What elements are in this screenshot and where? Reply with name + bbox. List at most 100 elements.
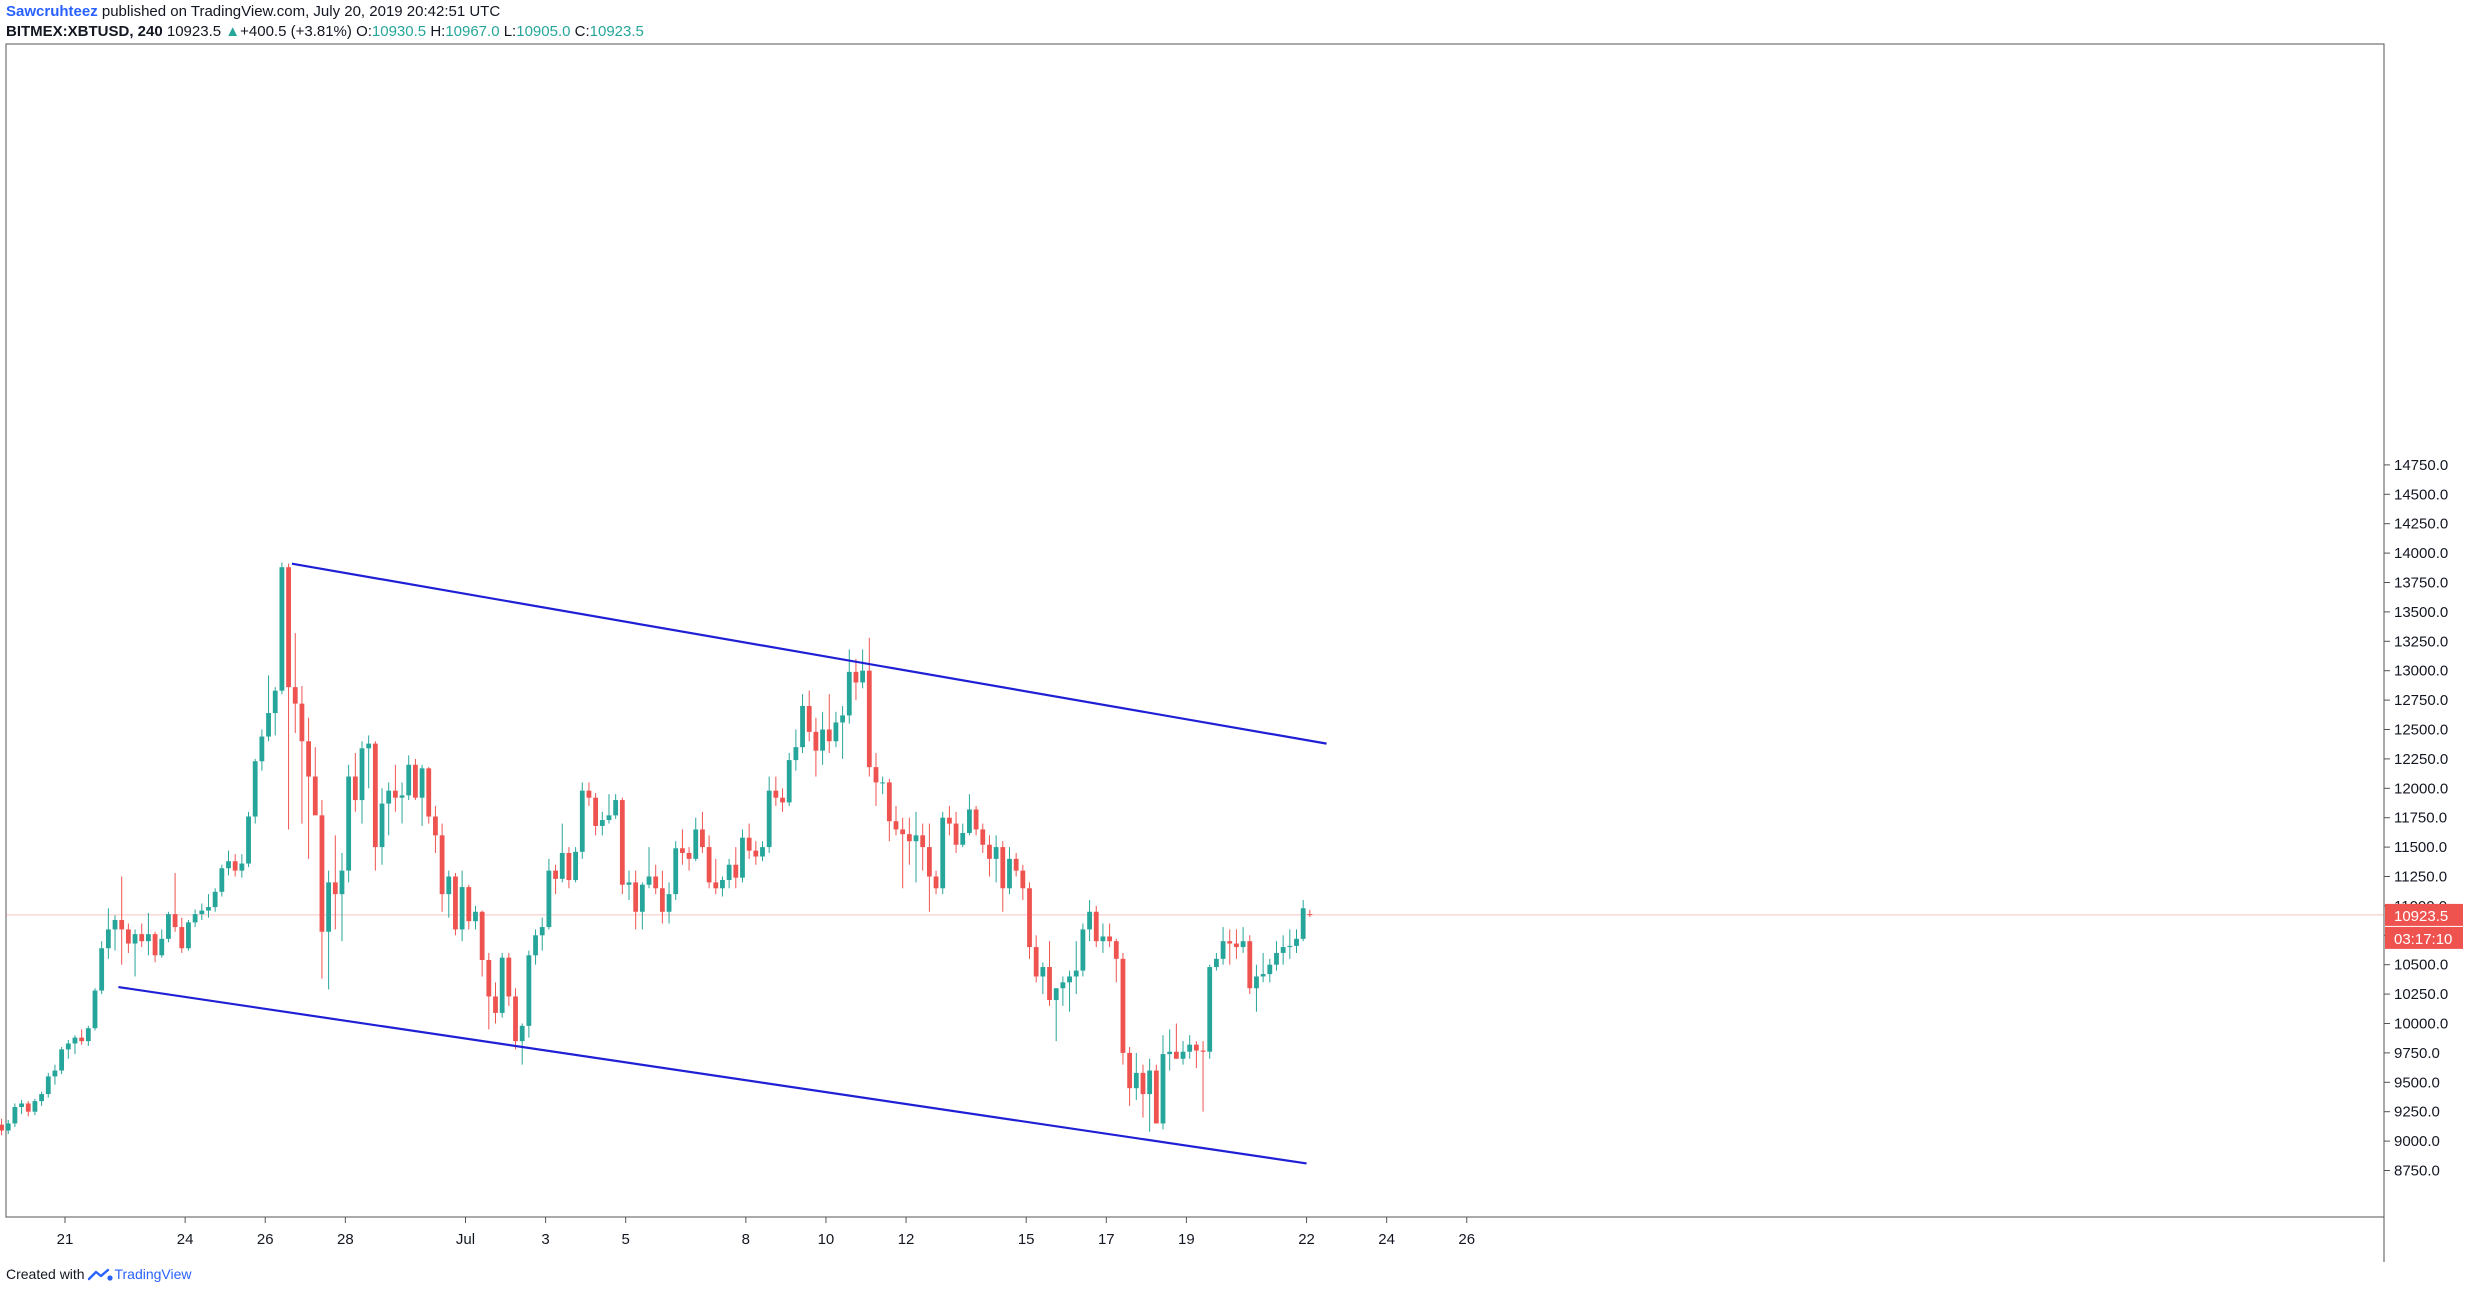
candle[interactable] [413,758,418,801]
candle[interactable] [1207,964,1213,1059]
candle[interactable] [553,864,558,895]
candle[interactable] [740,829,745,883]
candle[interactable] [279,562,285,695]
candle[interactable] [526,950,532,1038]
candle[interactable] [0,1118,4,1136]
candle[interactable] [1073,941,1079,995]
candle[interactable] [793,729,799,771]
candle[interactable] [419,764,425,826]
candle[interactable] [720,876,725,897]
candle[interactable] [119,876,125,965]
candle[interactable] [199,903,205,921]
candle[interactable] [453,872,458,936]
candle[interactable] [1040,962,1046,995]
candle[interactable] [226,850,231,876]
candle[interactable] [1280,935,1286,965]
candle[interactable] [1087,900,1092,942]
candle[interactable] [953,811,959,853]
candle[interactable] [272,687,278,736]
candle[interactable] [399,782,405,824]
candle[interactable] [846,649,852,724]
candle[interactable] [813,717,819,777]
candle[interactable] [105,908,111,959]
candle[interactable] [800,694,805,754]
candle[interactable] [379,788,385,865]
candle[interactable] [773,776,779,806]
candle[interactable] [85,1025,91,1046]
candle[interactable] [159,929,165,958]
candle[interactable] [59,1047,65,1075]
candle[interactable] [539,917,545,951]
candle[interactable] [1000,841,1006,912]
candle[interactable] [52,1064,58,1085]
candle[interactable] [192,909,198,928]
candle[interactable] [987,835,992,877]
candle[interactable] [700,811,705,853]
candle[interactable] [713,858,719,895]
candle[interactable] [32,1098,38,1116]
candle[interactable] [319,800,325,979]
candle[interactable] [1254,964,1259,1012]
candle[interactable] [92,988,98,1031]
candle[interactable] [1053,988,1059,1042]
candle[interactable] [926,823,932,912]
candle[interactable] [79,1029,85,1045]
price-axis[interactable]: 8750.0 9000.0 9250.0 9500.0 9750.0 10000.0 102… [2384,457,2448,1180]
candle[interactable] [633,870,639,930]
candle[interactable] [786,753,792,806]
candle[interactable] [459,870,465,942]
candle[interactable] [346,764,352,883]
candle[interactable] [1060,976,1066,1006]
candle[interactable] [866,637,872,777]
candle[interactable] [586,782,592,806]
candle[interactable] [820,711,825,765]
author-link[interactable]: Sawcruhteez [6,3,98,20]
candle[interactable] [746,823,752,859]
candle[interactable] [1113,938,1119,983]
candle[interactable] [533,929,538,965]
candle[interactable] [880,776,886,795]
candle[interactable] [125,923,131,953]
candle[interactable] [506,952,512,1006]
candle[interactable] [5,1119,11,1135]
candle[interactable] [840,705,845,759]
candle[interactable] [579,782,585,859]
candle[interactable] [826,694,832,754]
candle[interactable] [372,741,378,871]
candle[interactable] [232,854,238,877]
candle[interactable] [833,711,839,748]
candle[interactable] [1067,970,1072,1012]
candle[interactable] [339,852,345,942]
candle[interactable] [806,690,812,742]
candle[interactable] [426,767,432,824]
candle[interactable] [967,794,972,836]
candle[interactable] [25,1101,31,1117]
candle[interactable] [132,929,138,977]
candle[interactable] [673,841,679,901]
candle[interactable] [352,753,358,812]
candle[interactable] [1274,941,1279,971]
candle[interactable] [513,988,518,1050]
candle[interactable] [292,633,298,734]
candle[interactable] [766,776,772,853]
candle[interactable] [626,870,632,901]
candle[interactable] [366,735,372,789]
candle[interactable] [332,835,338,930]
candle[interactable] [947,805,952,836]
channel-lines[interactable] [118,562,1327,1165]
candle[interactable] [12,1103,18,1127]
candle[interactable] [686,847,692,871]
candle[interactable] [546,858,552,930]
candle[interactable] [726,858,732,889]
candle[interactable] [493,982,498,1024]
candle[interactable] [1007,847,1012,895]
candle[interactable] [639,882,645,930]
candle[interactable] [479,910,485,977]
candle[interactable] [659,870,665,924]
lower-channel-line[interactable] [118,985,1307,1165]
candle[interactable] [1167,1029,1173,1071]
candle[interactable] [306,717,311,859]
candle[interactable] [439,823,445,912]
candle[interactable] [760,841,765,862]
candle[interactable] [166,911,171,943]
